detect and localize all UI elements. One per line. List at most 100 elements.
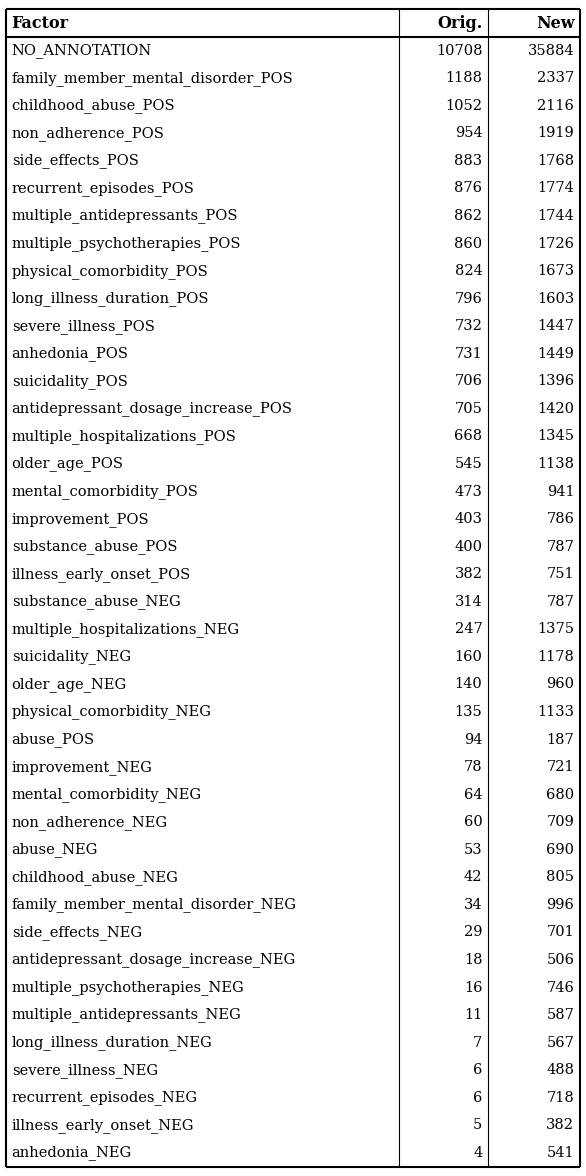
Text: 34: 34 <box>464 897 482 911</box>
Text: 706: 706 <box>454 374 482 388</box>
Text: recurrent_episodes_POS: recurrent_episodes_POS <box>12 181 195 196</box>
Text: 587: 587 <box>546 1008 574 1022</box>
Text: 2116: 2116 <box>537 99 574 113</box>
Text: 941: 941 <box>547 485 574 499</box>
Text: 42: 42 <box>464 870 482 884</box>
Text: suicidality_NEG: suicidality_NEG <box>12 649 131 664</box>
Text: 473: 473 <box>455 485 482 499</box>
Text: family_member_mental_disorder_POS: family_member_mental_disorder_POS <box>12 71 294 86</box>
Text: non_adherence_POS: non_adherence_POS <box>12 126 165 141</box>
Text: anhedonia_POS: anhedonia_POS <box>12 347 129 361</box>
Text: 1133: 1133 <box>537 704 574 719</box>
Text: Orig.: Orig. <box>437 14 482 32</box>
Text: 94: 94 <box>464 733 482 747</box>
Text: substance_abuse_NEG: substance_abuse_NEG <box>12 594 180 609</box>
Text: 787: 787 <box>546 540 574 554</box>
Text: 545: 545 <box>455 457 482 472</box>
Text: 11: 11 <box>464 1008 482 1022</box>
Text: 1603: 1603 <box>537 292 574 306</box>
Text: 64: 64 <box>464 788 482 802</box>
Text: childhood_abuse_NEG: childhood_abuse_NEG <box>12 870 179 884</box>
Text: Factor: Factor <box>12 14 69 32</box>
Text: 824: 824 <box>455 265 482 279</box>
Text: 668: 668 <box>454 429 482 443</box>
Text: 78: 78 <box>464 760 482 774</box>
Text: 701: 701 <box>547 926 574 940</box>
Text: illness_early_onset_POS: illness_early_onset_POS <box>12 567 191 582</box>
Text: 2337: 2337 <box>537 72 574 86</box>
Text: 5: 5 <box>473 1118 482 1132</box>
Text: older_age_POS: older_age_POS <box>12 456 124 472</box>
Text: side_effects_NEG: side_effects_NEG <box>12 926 142 940</box>
Text: 954: 954 <box>455 126 482 140</box>
Text: 6: 6 <box>473 1090 482 1104</box>
Text: 1726: 1726 <box>537 236 574 250</box>
Text: 960: 960 <box>546 677 574 691</box>
Text: 4: 4 <box>473 1145 482 1160</box>
Text: multiple_antidepressants_POS: multiple_antidepressants_POS <box>12 208 239 223</box>
Text: long_illness_duration_NEG: long_illness_duration_NEG <box>12 1035 213 1050</box>
Text: 541: 541 <box>547 1145 574 1160</box>
Text: multiple_hospitalizations_POS: multiple_hospitalizations_POS <box>12 429 237 443</box>
Text: 382: 382 <box>454 567 482 581</box>
Text: 140: 140 <box>455 677 482 691</box>
Text: 187: 187 <box>547 733 574 747</box>
Text: 382: 382 <box>546 1118 574 1132</box>
Text: 786: 786 <box>546 512 574 526</box>
Text: 883: 883 <box>454 154 482 168</box>
Text: 1447: 1447 <box>537 319 574 333</box>
Text: 876: 876 <box>454 181 482 195</box>
Text: 862: 862 <box>454 209 482 223</box>
Text: 680: 680 <box>546 788 574 802</box>
Text: older_age_NEG: older_age_NEG <box>12 677 127 691</box>
Text: 996: 996 <box>546 897 574 911</box>
Text: 53: 53 <box>464 843 482 857</box>
Text: 690: 690 <box>546 843 574 857</box>
Text: 567: 567 <box>546 1036 574 1050</box>
Text: multiple_antidepressants_NEG: multiple_antidepressants_NEG <box>12 1008 241 1022</box>
Text: improvement_NEG: improvement_NEG <box>12 760 152 775</box>
Text: anhedonia_NEG: anhedonia_NEG <box>12 1145 132 1161</box>
Text: family_member_mental_disorder_NEG: family_member_mental_disorder_NEG <box>12 897 297 913</box>
Text: 35884: 35884 <box>527 44 574 58</box>
Text: 18: 18 <box>464 953 482 967</box>
Text: 1375: 1375 <box>537 622 574 636</box>
Text: 7: 7 <box>473 1036 482 1050</box>
Text: childhood_abuse_POS: childhood_abuse_POS <box>12 99 175 113</box>
Text: 1919: 1919 <box>537 126 574 140</box>
Text: 705: 705 <box>455 402 482 416</box>
Text: side_effects_POS: side_effects_POS <box>12 154 139 168</box>
Text: 60: 60 <box>464 815 482 829</box>
Text: New: New <box>536 14 574 32</box>
Text: 731: 731 <box>455 347 482 361</box>
Text: 1744: 1744 <box>537 209 574 223</box>
Text: physical_comorbidity_NEG: physical_comorbidity_NEG <box>12 704 212 720</box>
Text: 746: 746 <box>546 981 574 995</box>
Text: severe_illness_POS: severe_illness_POS <box>12 319 155 334</box>
Text: 1673: 1673 <box>537 265 574 279</box>
Text: physical_comorbidity_POS: physical_comorbidity_POS <box>12 263 209 279</box>
Text: 1052: 1052 <box>445 99 482 113</box>
Text: 1420: 1420 <box>537 402 574 416</box>
Text: 787: 787 <box>546 595 574 609</box>
Text: 314: 314 <box>455 595 482 609</box>
Text: 135: 135 <box>455 704 482 719</box>
Text: mental_comorbidity_POS: mental_comorbidity_POS <box>12 485 199 499</box>
Text: multiple_psychotherapies_NEG: multiple_psychotherapies_NEG <box>12 980 244 995</box>
Text: severe_illness_NEG: severe_illness_NEG <box>12 1063 158 1077</box>
Text: 1449: 1449 <box>537 347 574 361</box>
Text: abuse_POS: abuse_POS <box>12 733 95 747</box>
Text: 709: 709 <box>546 815 574 829</box>
Text: improvement_POS: improvement_POS <box>12 512 149 527</box>
Text: 6: 6 <box>473 1063 482 1077</box>
Text: recurrent_episodes_NEG: recurrent_episodes_NEG <box>12 1090 198 1105</box>
Text: 732: 732 <box>455 319 482 333</box>
Text: 506: 506 <box>546 953 574 967</box>
Text: 796: 796 <box>455 292 482 306</box>
Text: 1178: 1178 <box>537 650 574 664</box>
Text: 1345: 1345 <box>537 429 574 443</box>
Text: 1774: 1774 <box>537 181 574 195</box>
Text: 751: 751 <box>547 567 574 581</box>
Text: 860: 860 <box>454 236 482 250</box>
Text: illness_early_onset_NEG: illness_early_onset_NEG <box>12 1118 194 1132</box>
